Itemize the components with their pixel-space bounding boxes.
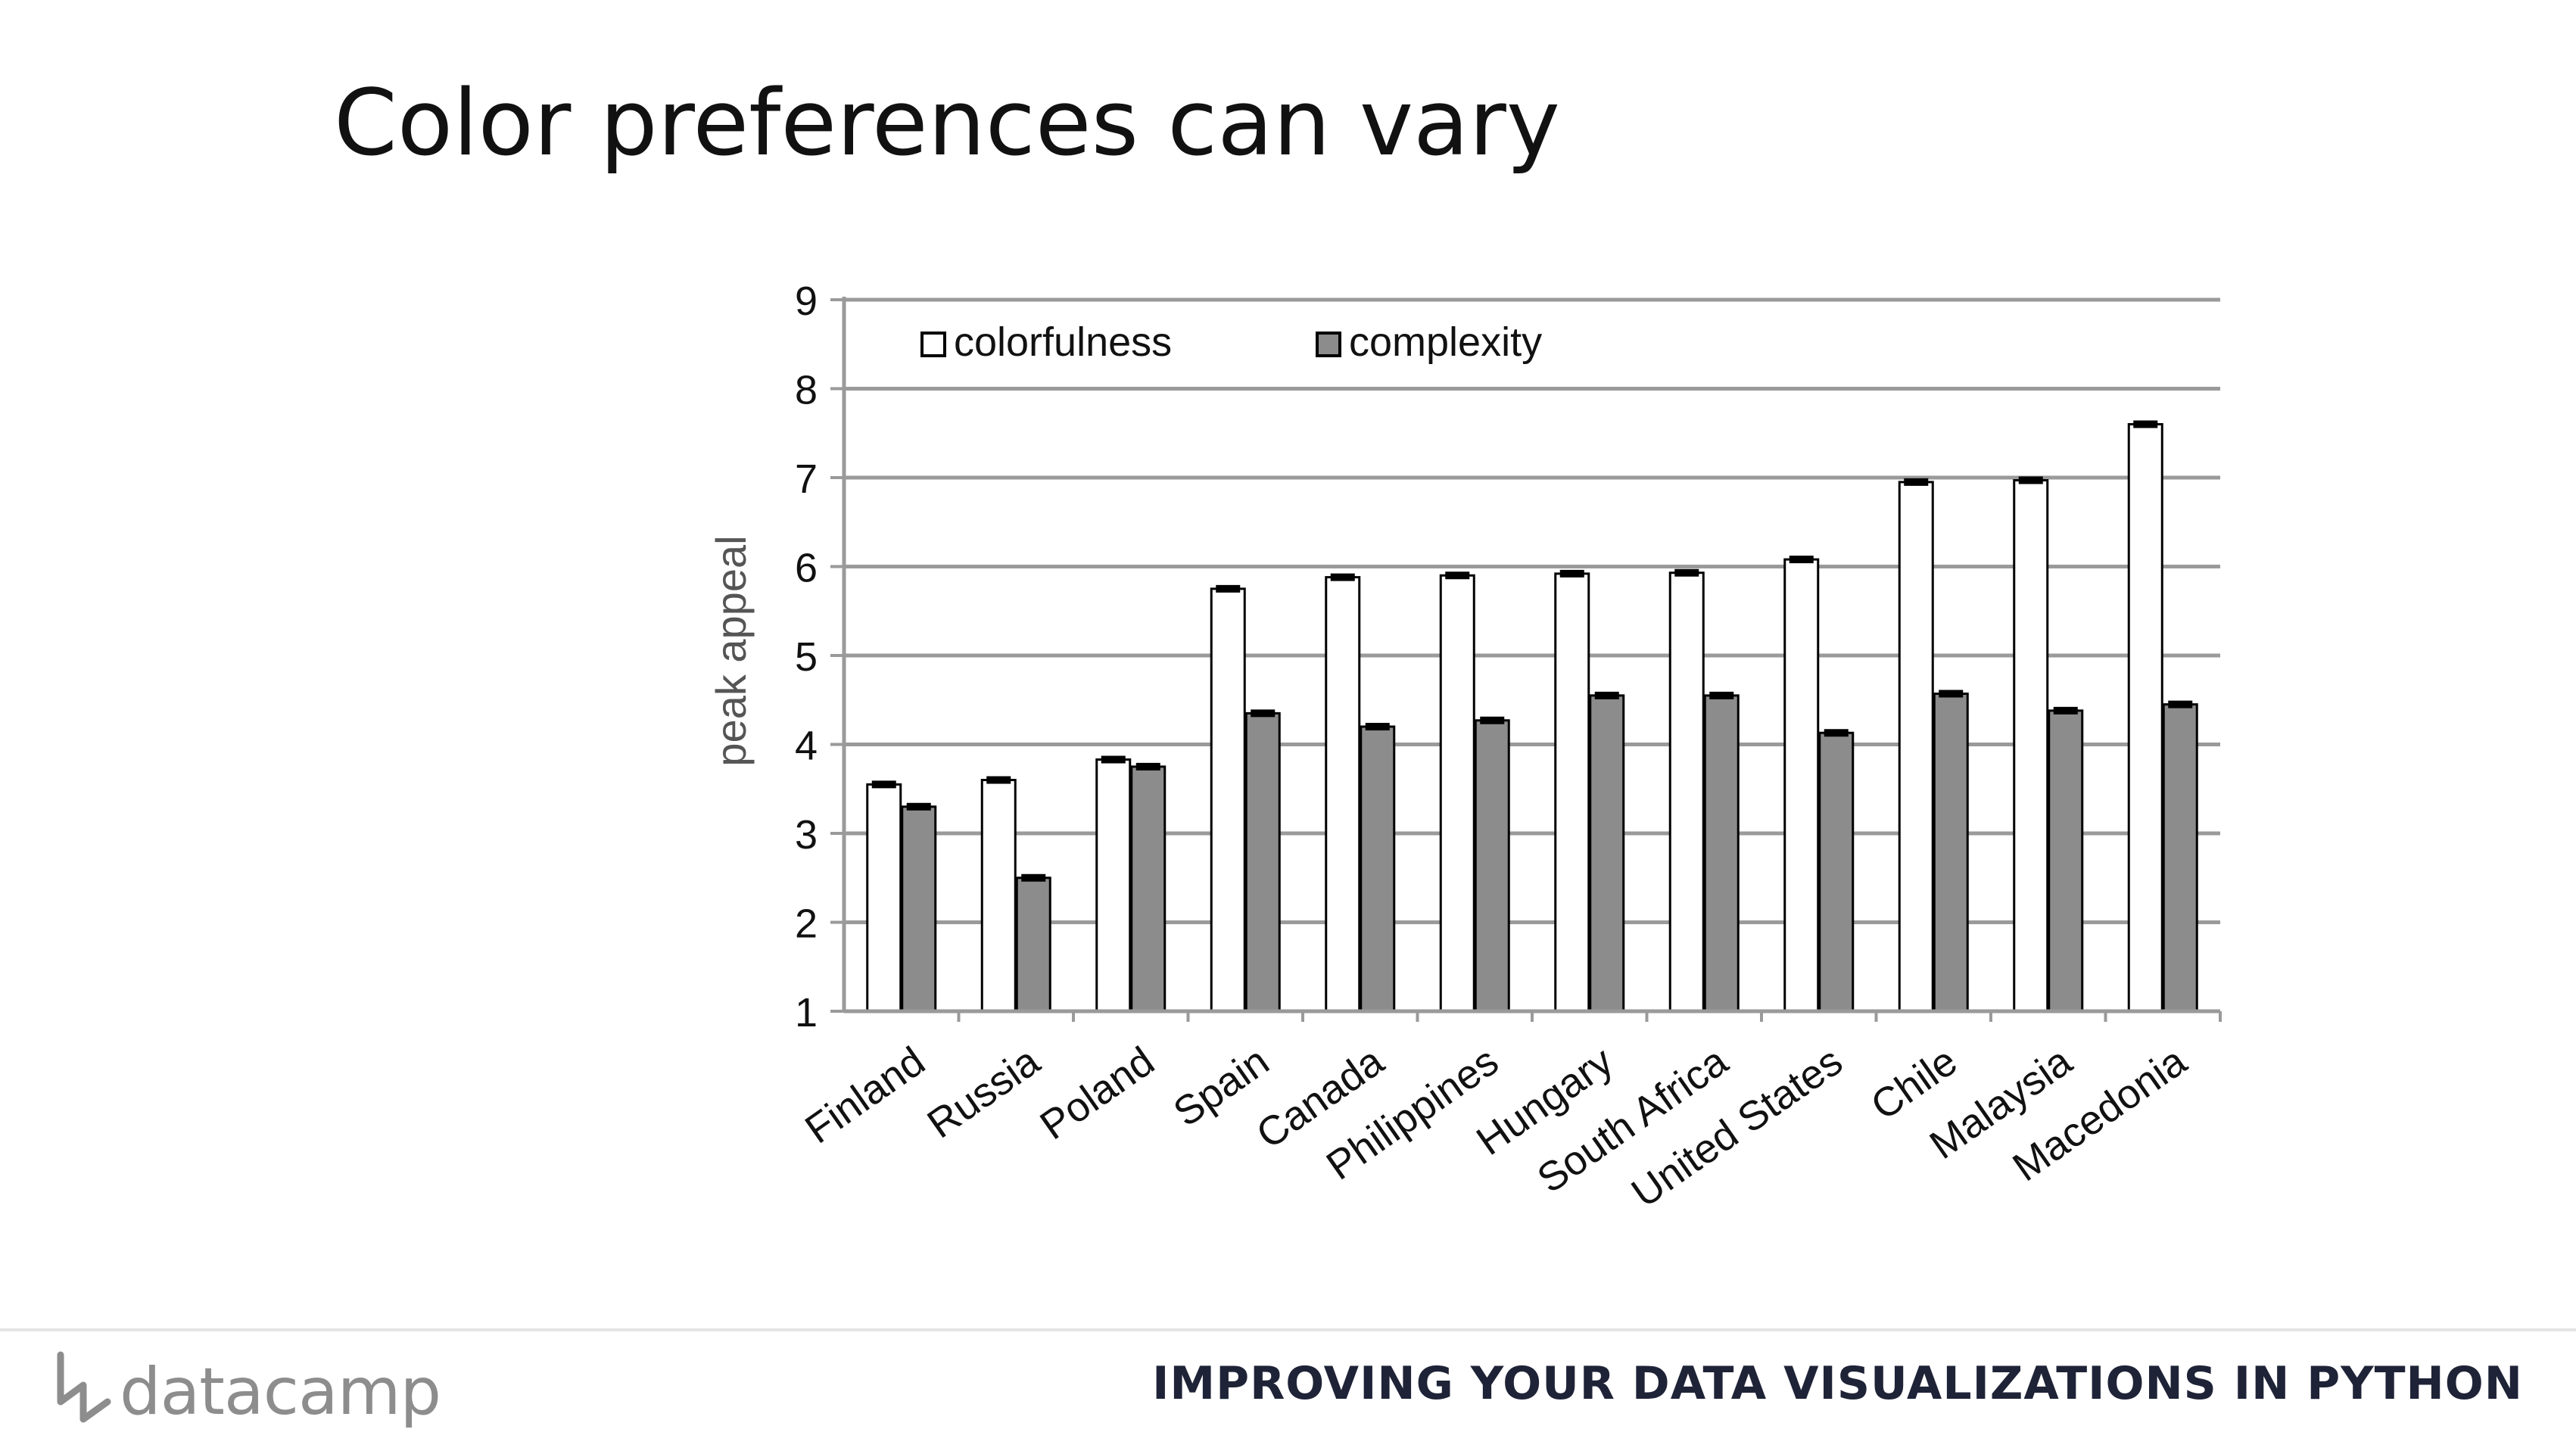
bar-complexity-finland (901, 805, 937, 1013)
bar-complexity-macedonia (2162, 703, 2198, 1013)
bar-complexity-philippines (1474, 719, 1510, 1013)
legend: colorfulness complexity (920, 319, 1542, 365)
bar-complexity-united-states (1818, 731, 1855, 1013)
legend-swatch-complexity (1316, 332, 1341, 357)
bar-complexity-russia (1015, 877, 1051, 1013)
x-tick-label: Poland (1032, 1038, 1162, 1149)
y-tick-label: 5 (795, 634, 818, 680)
bar-colorfulness-malaysia (2013, 479, 2049, 1013)
grid-lines (844, 297, 2220, 924)
bar-colorfulness-poland (1095, 758, 1132, 1013)
y-tick-label: 9 (795, 279, 818, 324)
bar-colorfulness-chile (1898, 481, 1934, 1013)
x-tick-label: Finland (797, 1038, 933, 1153)
bar-complexity-chile (1933, 693, 1969, 1013)
course-title: IMPROVING YOUR DATA VISUALIZATIONS IN PY… (1152, 1357, 2523, 1410)
footer-divider (0, 1328, 2576, 1331)
bar-colorfulness-south-africa (1668, 571, 1705, 1013)
legend-label-complexity: complexity (1349, 319, 1542, 365)
y-axis-label: peak appeal (707, 535, 755, 766)
bar-colorfulness-united-states (1783, 558, 1820, 1013)
bar-colorfulness-macedonia (2127, 423, 2163, 1013)
y-tick-labels: 1 2 3 4 5 6 7 8 9 (795, 279, 818, 1035)
brand-name: datacamp (120, 1354, 441, 1430)
bar-colorfulness-philippines (1439, 574, 1475, 1013)
bar-complexity-canada (1360, 725, 1396, 1013)
bar-colorfulness-spain (1210, 587, 1246, 1013)
y-tick-label: 2 (795, 901, 818, 947)
axes (830, 297, 2222, 1022)
bar-colorfulness-hungary (1554, 572, 1590, 1013)
bar-complexity-malaysia (2048, 709, 2084, 1013)
y-tick-label: 3 (795, 812, 818, 858)
y-tick-label: 7 (795, 456, 818, 502)
bar-colorfulness-russia (980, 779, 1017, 1013)
y-tick-label: 4 (795, 724, 818, 769)
bar-complexity-spain (1244, 711, 1281, 1013)
bar-complexity-poland (1130, 765, 1167, 1013)
x-tick-label: Russia (920, 1038, 1048, 1147)
legend-label-colorfulness: colorfulness (954, 319, 1172, 365)
slide-title: Color preferences can vary (334, 71, 1560, 176)
bar-colorfulness-finland (866, 783, 902, 1013)
y-tick-label: 1 (795, 990, 818, 1035)
bar-complexity-south-africa (1703, 694, 1740, 1013)
y-tick-label: 8 (795, 368, 818, 413)
y-tick-label: 6 (795, 546, 818, 591)
bar-complexity-hungary (1589, 694, 1625, 1013)
legend-swatch-colorfulness (920, 332, 946, 357)
bar-colorfulness-canada (1325, 576, 1361, 1013)
datacamp-logo-icon (57, 1351, 111, 1423)
